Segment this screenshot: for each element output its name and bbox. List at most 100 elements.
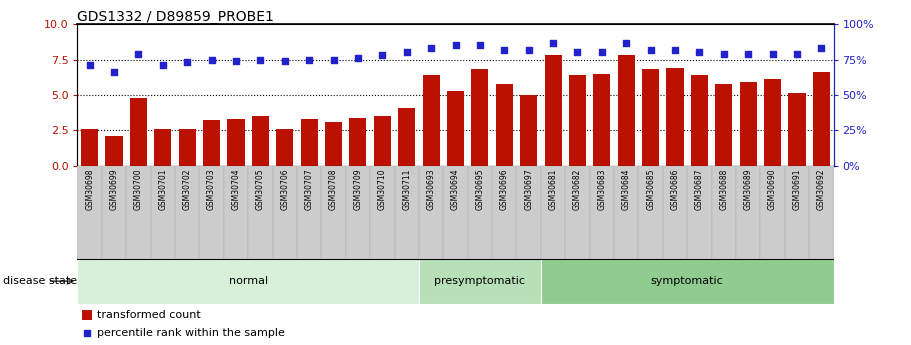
Point [156,62,170,68]
Bar [764,79,781,166]
Text: GSM30708: GSM30708 [329,168,338,210]
Bar [346,166,370,259]
Bar [130,98,147,166]
Bar [517,166,541,259]
Bar [711,166,736,259]
Point [424,46,438,51]
Bar [77,259,419,304]
Bar [545,55,561,166]
Point [497,47,512,52]
Point [179,60,194,65]
Bar [325,122,343,166]
Point [814,46,829,51]
Point [204,57,219,62]
Bar [394,166,419,259]
Point [278,58,292,64]
Text: GSM30701: GSM30701 [159,168,168,210]
Text: transformed count: transformed count [97,310,200,320]
Point [595,50,609,55]
Text: percentile rank within the sample: percentile rank within the sample [97,328,284,338]
Bar [520,95,537,166]
Point [692,50,707,55]
Point [448,43,463,48]
Text: presymptomatic: presymptomatic [435,276,526,286]
Point [473,43,487,48]
Bar [106,136,123,166]
Text: GSM30704: GSM30704 [231,168,241,210]
Bar [77,166,102,259]
Point [790,51,804,57]
Text: GSM30688: GSM30688 [720,168,728,210]
Text: GSM30692: GSM30692 [817,168,826,210]
Bar [398,108,415,166]
Bar [614,166,639,259]
Bar [593,73,610,166]
Text: GSM30687: GSM30687 [695,168,704,210]
Text: GSM30682: GSM30682 [573,168,582,210]
Point [741,51,755,57]
Point [229,58,243,64]
Text: GSM30681: GSM30681 [548,168,558,210]
Bar [419,166,444,259]
Bar [203,120,220,166]
Text: GSM30706: GSM30706 [281,168,290,210]
Bar [784,166,809,259]
Text: GSM30683: GSM30683 [598,168,607,210]
Bar [471,69,488,166]
Text: GSM30693: GSM30693 [426,168,435,210]
Text: GSM30685: GSM30685 [646,168,655,210]
Bar [809,166,834,259]
Bar [297,166,322,259]
Text: GSM30707: GSM30707 [304,168,313,210]
Bar [248,166,272,259]
Bar [150,166,175,259]
Bar [419,259,541,304]
Bar [322,166,346,259]
Bar [492,166,517,259]
Bar [565,166,589,259]
Point [80,331,95,336]
Bar [541,259,834,304]
Text: GSM30702: GSM30702 [183,168,191,210]
Bar [761,166,784,259]
Bar [154,129,171,166]
Text: GSM30696: GSM30696 [500,168,508,210]
Point [326,57,341,62]
Bar [496,83,513,166]
Point [668,47,682,52]
Bar [228,119,244,166]
Text: GSM30695: GSM30695 [476,168,485,210]
Text: GSM30686: GSM30686 [670,168,680,210]
Text: GSM30694: GSM30694 [451,168,460,210]
Point [570,50,585,55]
Bar [444,166,467,259]
Point [351,55,365,61]
Point [643,47,658,52]
Bar [127,166,150,259]
Text: symptomatic: symptomatic [650,276,723,286]
Bar [251,116,269,166]
Text: GSM30705: GSM30705 [256,168,265,210]
Bar [102,166,127,259]
Point [619,40,633,45]
Bar [642,69,660,166]
Text: GSM30697: GSM30697 [524,168,533,210]
Text: GSM30684: GSM30684 [621,168,630,210]
Bar [813,72,830,166]
Point [521,47,536,52]
Text: GSM30690: GSM30690 [768,168,777,210]
Point [253,57,268,62]
Bar [370,166,394,259]
Bar [276,129,293,166]
Bar [639,166,663,259]
Text: GDS1332 / D89859_PROBE1: GDS1332 / D89859_PROBE1 [77,10,274,24]
Bar [175,166,200,259]
Bar [82,310,92,320]
Bar [569,75,586,166]
Bar [715,83,732,166]
Bar [541,166,565,259]
Bar [423,75,440,166]
Text: GSM30689: GSM30689 [743,168,752,210]
Bar [691,75,708,166]
Bar [736,166,761,259]
